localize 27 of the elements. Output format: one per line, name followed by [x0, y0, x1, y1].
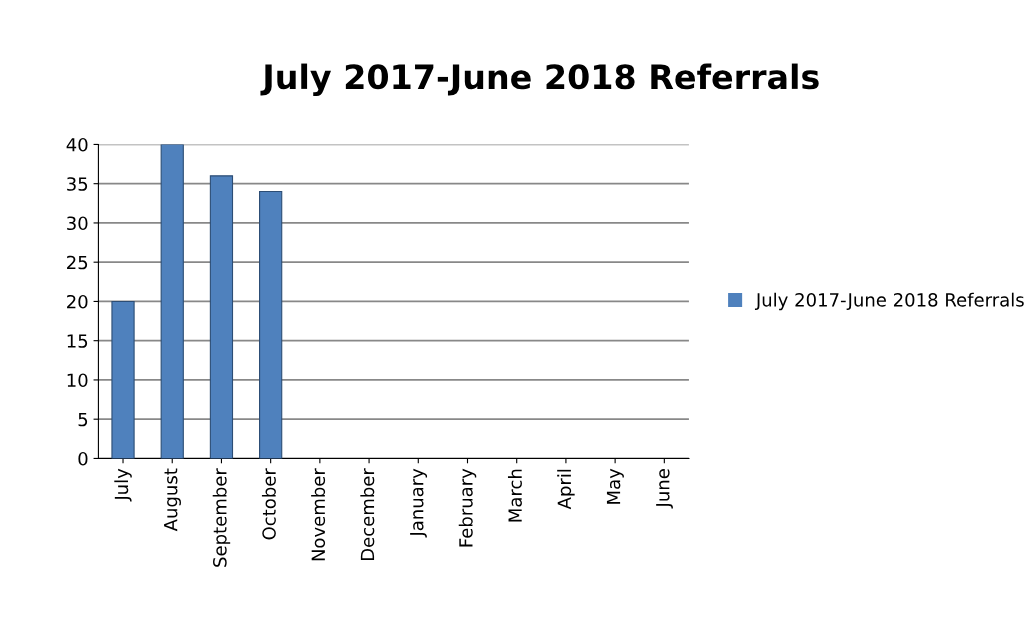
- x-tick-label: December: [360, 468, 375, 561]
- x-tick-label: March: [507, 469, 522, 522]
- x-tick-label: October: [261, 468, 276, 540]
- bar: [259, 190, 283, 459]
- y-tick-label: 15: [67, 334, 88, 348]
- y-tick-label: 25: [67, 255, 88, 270]
- x-tick-label: August: [164, 468, 181, 532]
- x-tick-label: February: [458, 468, 477, 547]
- y-tick-label: 10: [67, 373, 88, 388]
- x-tick-label: January: [410, 468, 428, 538]
- y-tick-label: 35: [67, 177, 88, 191]
- y-tick-label: 30: [67, 216, 88, 231]
- chart-title: July 2017-June 2018 Referrals: [260, 63, 819, 97]
- legend-label: July 2017-June 2018 Referrals: [754, 292, 1024, 311]
- y-tick-label: 40: [66, 137, 88, 152]
- x-tick-label: April: [557, 469, 575, 510]
- y-tick-label: 20: [67, 294, 88, 309]
- bar: [160, 144, 184, 459]
- bar: [111, 300, 135, 459]
- x-tick-label: July: [114, 468, 132, 502]
- x-tick-label: November: [311, 468, 326, 561]
- x-tick-label: September: [212, 468, 231, 567]
- x-tick-label: May: [606, 468, 624, 504]
- y-tick-label: 5: [78, 412, 88, 427]
- bar: [209, 175, 234, 459]
- x-tick-label: June: [656, 469, 673, 509]
- y-tick-label: 0: [78, 451, 88, 466]
